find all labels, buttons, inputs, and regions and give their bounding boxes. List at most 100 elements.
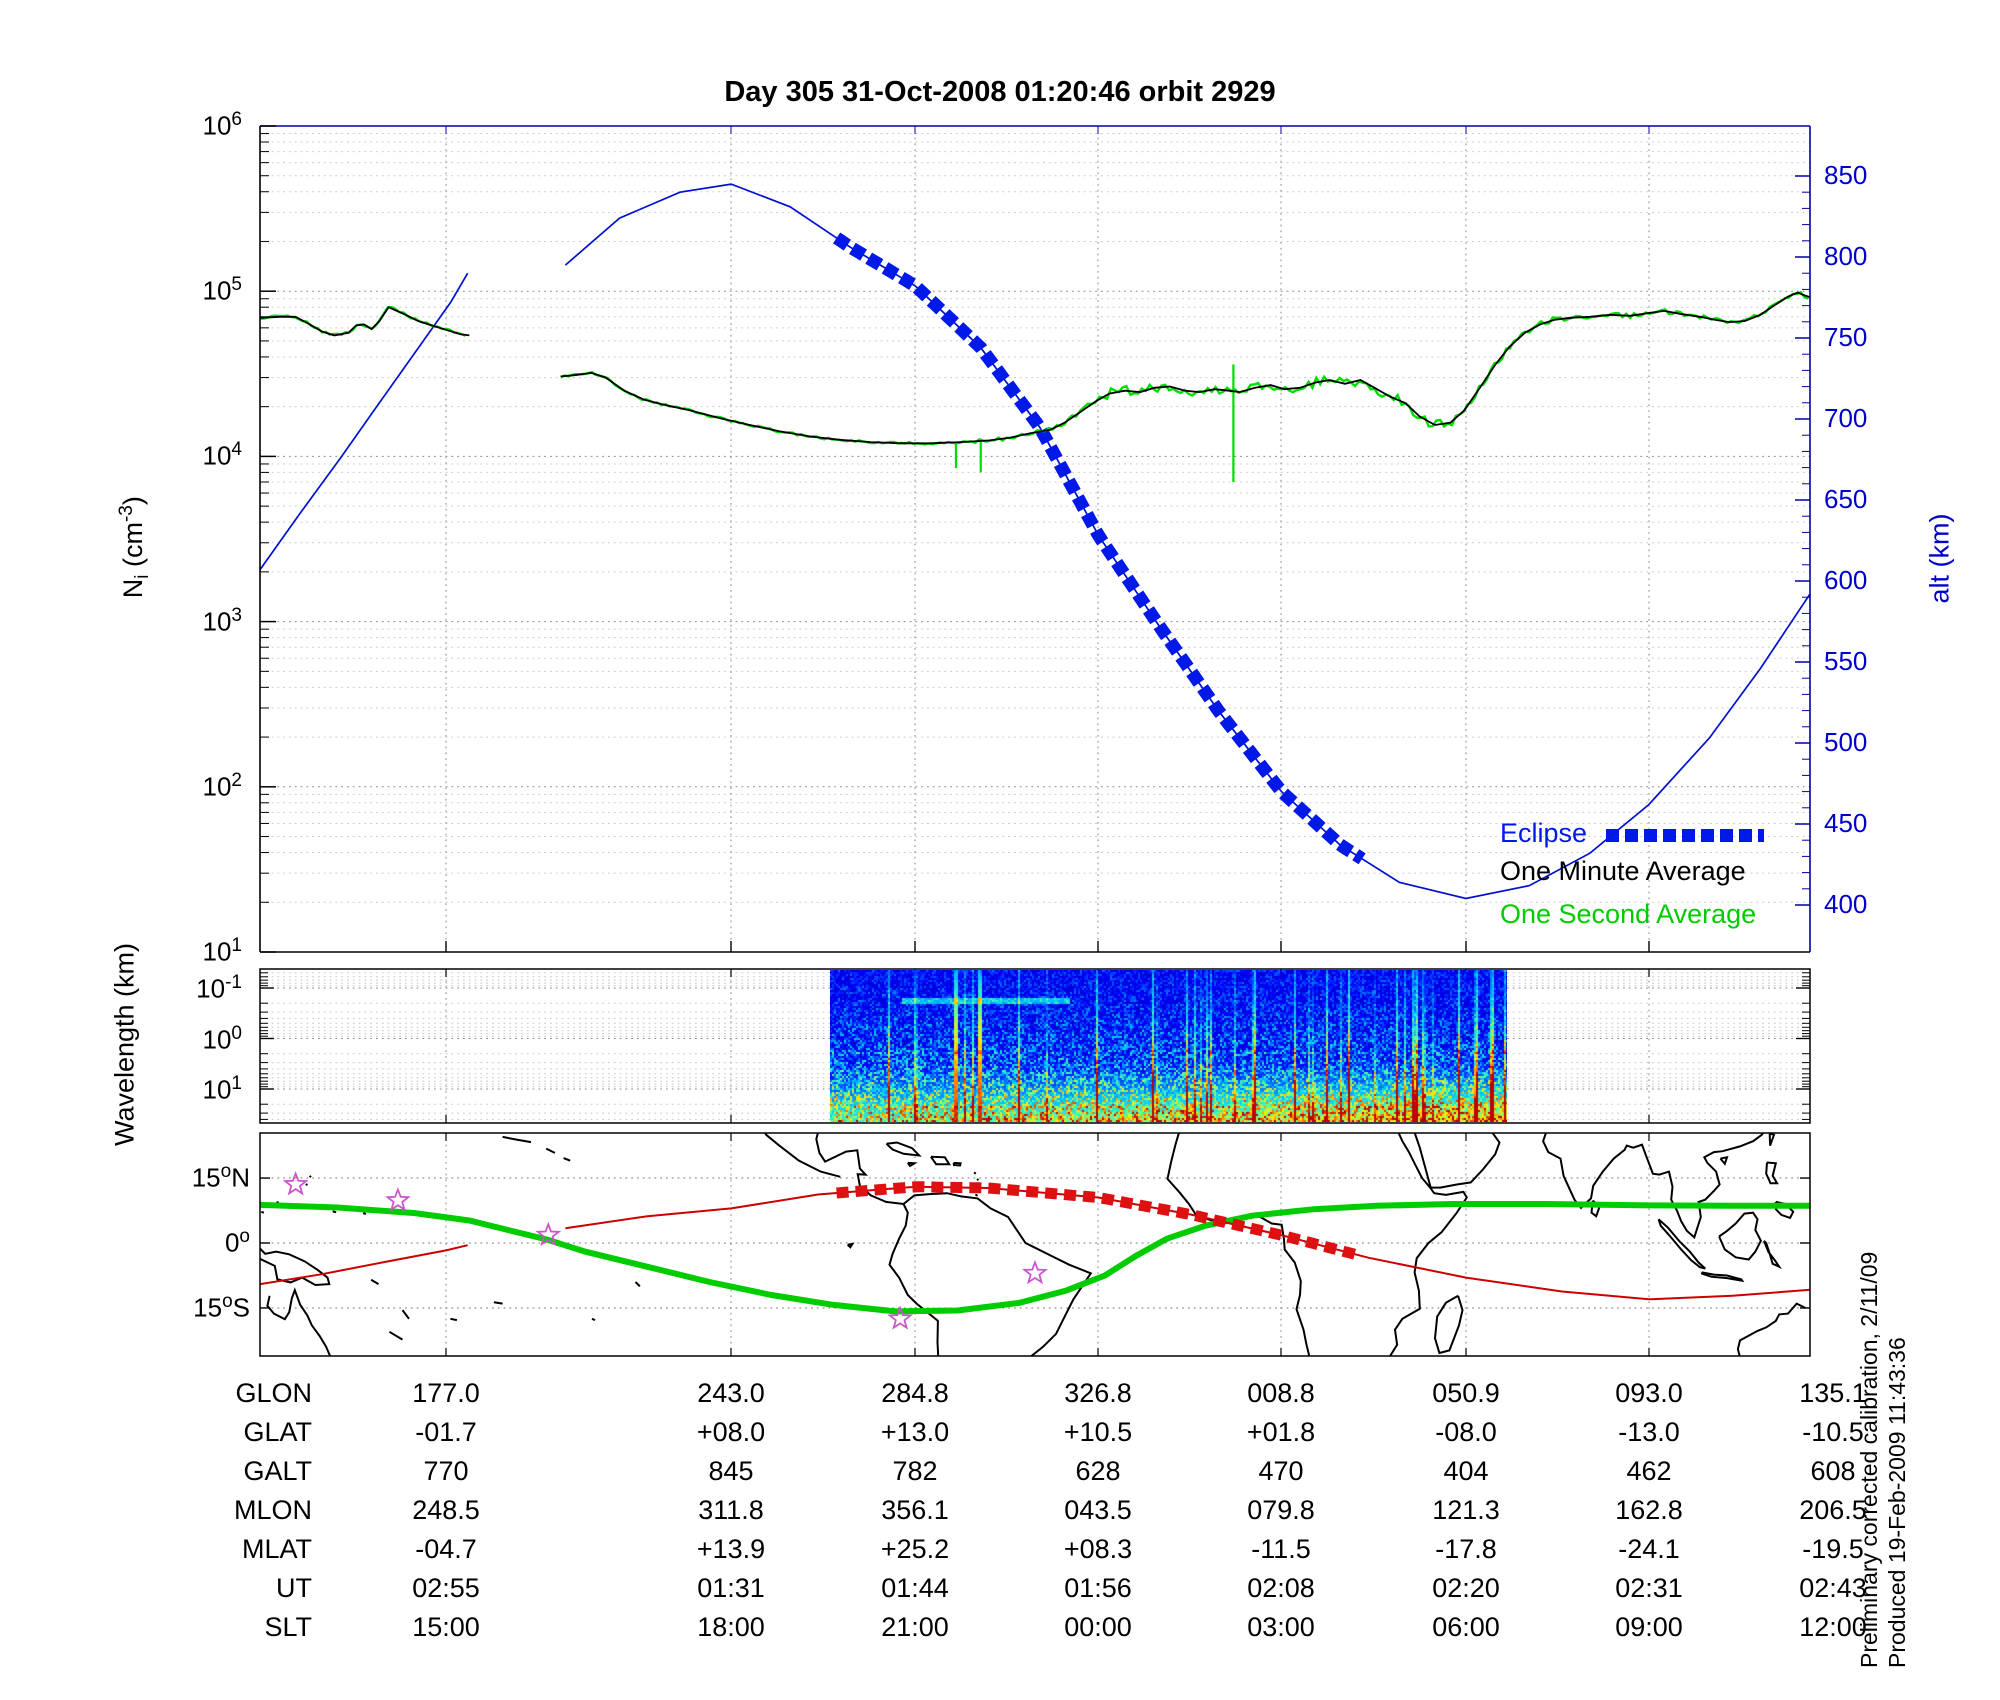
altitude-tick-label: 400 (1824, 889, 1868, 919)
latitude-tick-label: 0o (224, 1226, 250, 1258)
table-cell: 121.3 (1432, 1495, 1500, 1525)
table-cell: +10.5 (1063, 1417, 1133, 1447)
table-cell: 845 (708, 1456, 754, 1486)
calibration-note: Preliminary corrected calibration, 2/11/… (1856, 1251, 1882, 1668)
legend-eclipse-marker (1606, 829, 1764, 842)
table-cell: 206.5 (1799, 1495, 1867, 1525)
table-cell: 135.1 (1799, 1378, 1867, 1408)
table-cell: 00:00 (1064, 1612, 1132, 1642)
ground-track-map (260, 1133, 1810, 1356)
table-cell: 770 (423, 1456, 469, 1486)
table-cell: -17.8 (1435, 1534, 1497, 1564)
legend-eclipse-label: Eclipse (1500, 818, 1588, 848)
eclipse-dashed-overlay (833, 232, 1366, 865)
wavelength-tick-label: 10-1 (196, 972, 242, 1004)
altitude-tick-label: 800 (1824, 241, 1868, 271)
altitude-tick-label: 650 (1824, 484, 1868, 514)
table-cell: 628 (1075, 1456, 1121, 1486)
altitude-tick-label: 450 (1824, 808, 1868, 838)
table-cell: -13.0 (1618, 1417, 1680, 1447)
legend-one-minute-label: One Minute Average (1500, 856, 1746, 886)
table-cell: -19.5 (1802, 1534, 1864, 1564)
axes-layer (259, 125, 1811, 1357)
table-cell: 243.0 (697, 1378, 765, 1408)
wavelength-axis-label: Wavelength (km) (109, 942, 140, 1147)
table-cell: -04.7 (415, 1534, 477, 1564)
table-cell: 404 (1443, 1456, 1489, 1486)
table-cell: 12:00 (1799, 1612, 1867, 1642)
table-cell: 284.8 (881, 1378, 949, 1408)
density-axis-label: Ni (cm-3) (115, 496, 154, 599)
table-cell: 01:31 (697, 1573, 765, 1603)
ni-one-minute-avg (560, 291, 1810, 445)
table-cell: 162.8 (1615, 1495, 1683, 1525)
table-cell: +25.2 (880, 1534, 950, 1564)
table-row-label: UT (276, 1573, 312, 1603)
table-row-label: MLAT (241, 1534, 312, 1564)
table-cell: -08.0 (1435, 1417, 1497, 1447)
ground-station-star (535, 1221, 562, 1247)
table-cell: 21:00 (881, 1612, 949, 1642)
table-cell: 311.8 (698, 1495, 764, 1525)
wavelength-spectrogram-image (830, 970, 1507, 1122)
map-eclipse-dashed-track (836, 1181, 1359, 1261)
density-tick-label: 104 (202, 439, 243, 471)
table-cell: +13.9 (696, 1534, 766, 1564)
ni-one-second-avg (260, 305, 466, 337)
ground-station-star (282, 1170, 309, 1196)
produced-note: Produced 19-Feb-2009 11:43:36 (1884, 1337, 1910, 1668)
density-tick-label: 106 (202, 109, 243, 141)
ni-one-minute-avg (260, 306, 470, 337)
wavelength-tick-label: 100 (202, 1023, 243, 1055)
table-cell: -01.7 (415, 1417, 477, 1447)
ground-station-star (1022, 1259, 1048, 1285)
table-cell: 03:00 (1247, 1612, 1315, 1642)
density-tick-label: 103 (202, 605, 243, 637)
latitude-tick-label: 15oS (193, 1291, 250, 1323)
altitude-tick-label: 500 (1824, 727, 1868, 757)
table-cell: 02:43 (1799, 1573, 1867, 1603)
table-cell: 782 (892, 1456, 938, 1486)
altitude-curve-orbit-end (260, 272, 469, 571)
altitude-curve (564, 183, 1810, 900)
table-cell: 01:44 (881, 1573, 949, 1603)
table-cell: +08.0 (696, 1417, 766, 1447)
table-cell: +13.0 (880, 1417, 950, 1447)
table-row-label: GALT (243, 1456, 312, 1486)
table-cell: 356.1 (881, 1495, 949, 1525)
table-cell: 177.0 (412, 1378, 480, 1408)
altitude-tick-label: 700 (1824, 403, 1868, 433)
density-tick-label: 101 (202, 935, 243, 967)
ground-station-star (385, 1187, 411, 1212)
table-cell: 248.5 (412, 1495, 480, 1525)
wavelength-tick-label: 101 (202, 1073, 243, 1105)
legend-one-second-label: One Second Average (1500, 899, 1757, 929)
grid-layer (260, 126, 1810, 1356)
table-row-label: GLON (235, 1378, 312, 1408)
table-cell: -11.5 (1251, 1534, 1311, 1564)
table-cell: 608 (1810, 1456, 1856, 1486)
page-title: Day 305 31-Oct-2008 01:20:46 orbit 2929 (724, 76, 1276, 108)
density-altitude-panel (260, 183, 1810, 900)
table-cell: 18:00 (697, 1612, 765, 1642)
table-cell: +08.3 (1063, 1534, 1133, 1564)
density-tick-label: 105 (202, 274, 243, 306)
table-cell: 326.8 (1064, 1378, 1132, 1408)
table-cell: 043.5 (1064, 1495, 1132, 1525)
latitude-tick-label: 15oN (191, 1161, 250, 1193)
table-cell: 050.9 (1432, 1378, 1500, 1408)
table-cell: -24.1 (1618, 1534, 1680, 1564)
altitude-tick-label: 850 (1824, 160, 1868, 190)
table-cell: 008.8 (1247, 1378, 1315, 1408)
table-cell: +01.8 (1246, 1417, 1316, 1447)
table-cell: 02:20 (1432, 1573, 1500, 1603)
table-cell: 02:08 (1247, 1573, 1315, 1603)
coastlines (260, 1133, 1806, 1356)
table-cell: 093.0 (1615, 1378, 1683, 1408)
table-cell: 06:00 (1432, 1612, 1500, 1642)
altitude-tick-label: 550 (1824, 646, 1868, 676)
spacecraft-track (565, 1185, 1810, 1301)
altitude-tick-label: 750 (1824, 322, 1868, 352)
